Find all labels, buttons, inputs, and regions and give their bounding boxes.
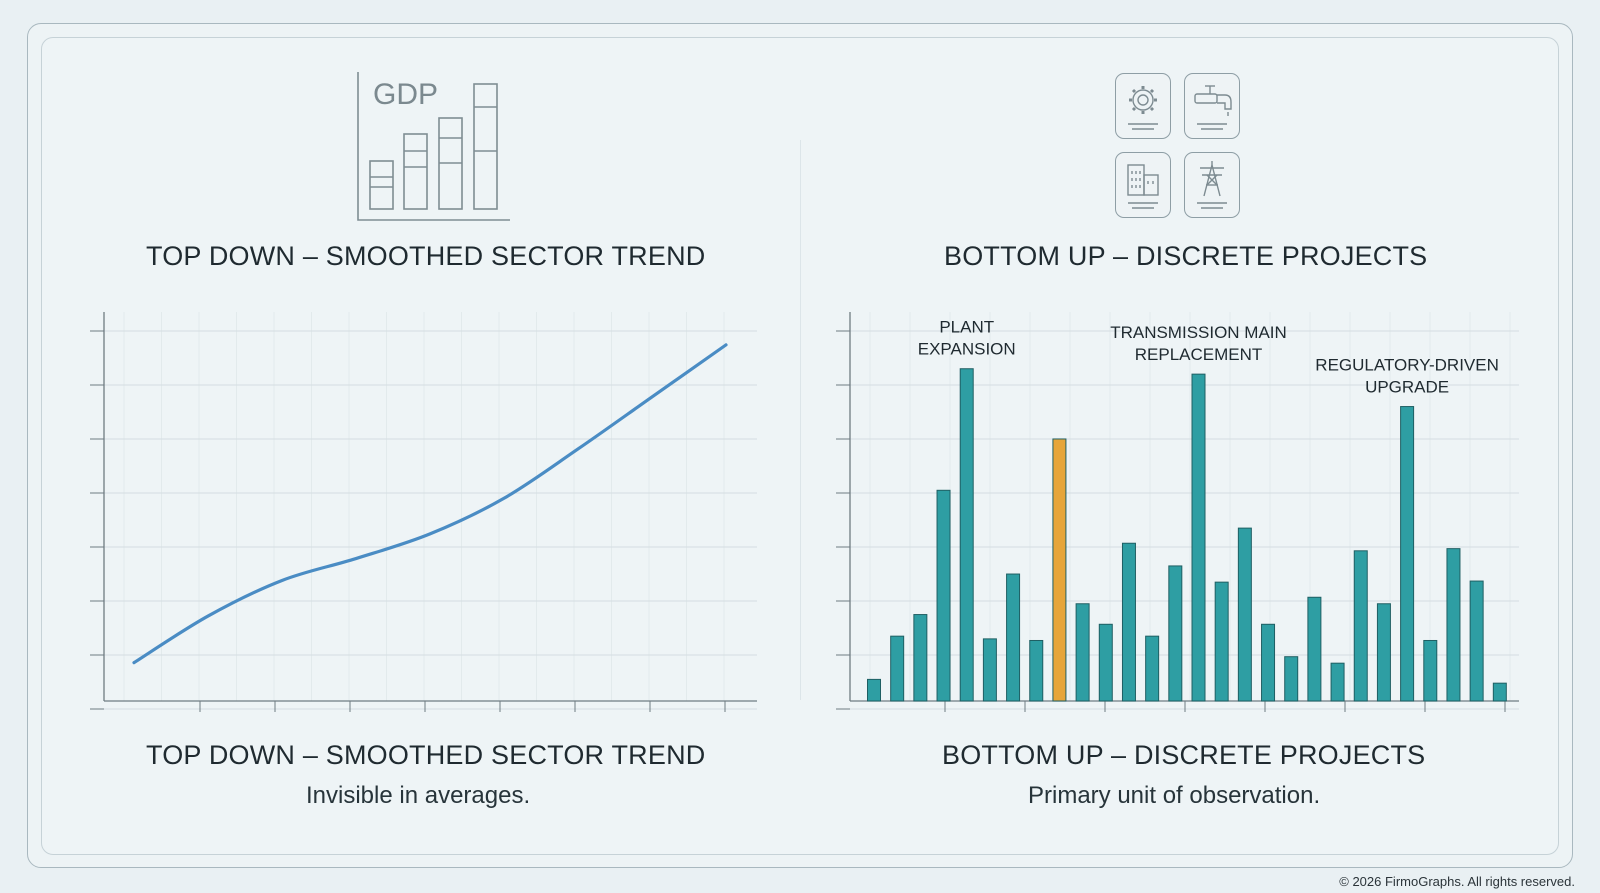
bar <box>982 638 997 702</box>
bar-annotation: TRANSMISSION MAIN <box>1110 323 1287 342</box>
power-tower-icon <box>1184 152 1240 218</box>
bar <box>867 678 881 702</box>
bar <box>1307 596 1322 702</box>
copyright-notice: © 2026 FirmoGraphs. All rights reserved. <box>1339 874 1575 889</box>
bar <box>1029 639 1044 702</box>
bar <box>1214 581 1229 702</box>
bar <box>936 489 951 702</box>
bar <box>1145 635 1160 702</box>
right-top-title: BOTTOM UP – DISCRETE PROJECTS <box>944 241 1428 271</box>
bar <box>1353 550 1368 702</box>
left-bottom-title: TOP DOWN – SMOOTHED SECTOR TREND <box>146 740 706 770</box>
gdp-label: GDP <box>373 78 438 111</box>
bar <box>1423 639 1438 702</box>
bar <box>1075 603 1090 702</box>
bar-highlight <box>1052 438 1067 702</box>
left-caption: Invisible in averages. <box>306 782 531 809</box>
bar-annotation: REGULATORY-DRIVEN <box>1315 356 1499 375</box>
bar <box>1400 406 1415 702</box>
bar <box>959 368 974 702</box>
building-icon <box>1115 152 1171 218</box>
bar <box>1330 662 1345 702</box>
bar <box>1469 580 1484 702</box>
line-chart <box>90 312 757 712</box>
bar <box>913 614 928 702</box>
line-chart-grid <box>90 312 757 712</box>
faucet-icon <box>1184 73 1240 139</box>
bar <box>1446 548 1461 702</box>
bar-annotation: EXPANSION <box>918 340 1016 359</box>
panel-divider <box>800 140 801 700</box>
bar <box>1121 542 1136 702</box>
bar <box>1098 623 1113 702</box>
bar <box>1492 682 1507 702</box>
bar <box>1168 565 1183 702</box>
bar <box>1006 573 1021 702</box>
bar-annotation: PLANT <box>939 318 994 337</box>
bar <box>1261 623 1276 702</box>
bar <box>1191 373 1206 702</box>
left-top-title: TOP DOWN – SMOOTHED SECTOR TREND <box>146 241 706 271</box>
gdp-chart-icon: GDP <box>357 72 510 221</box>
bar <box>1237 527 1252 702</box>
bar <box>1284 656 1299 702</box>
bar-annotation: UPGRADE <box>1365 378 1449 397</box>
gear-icon <box>1115 73 1171 139</box>
bar <box>890 635 905 702</box>
bar <box>1376 603 1391 702</box>
bar-chart: PLANT EXPANSION TRANSMISSION MAIN REPLACEME… <box>836 312 1519 712</box>
bar-annotation: REPLACEMENT <box>1135 345 1263 364</box>
right-caption: Primary unit of observation. <box>1028 782 1321 809</box>
right-bottom-title: BOTTOM UP – DISCRETE PROJECTS <box>942 740 1426 770</box>
trend-line <box>132 343 728 665</box>
